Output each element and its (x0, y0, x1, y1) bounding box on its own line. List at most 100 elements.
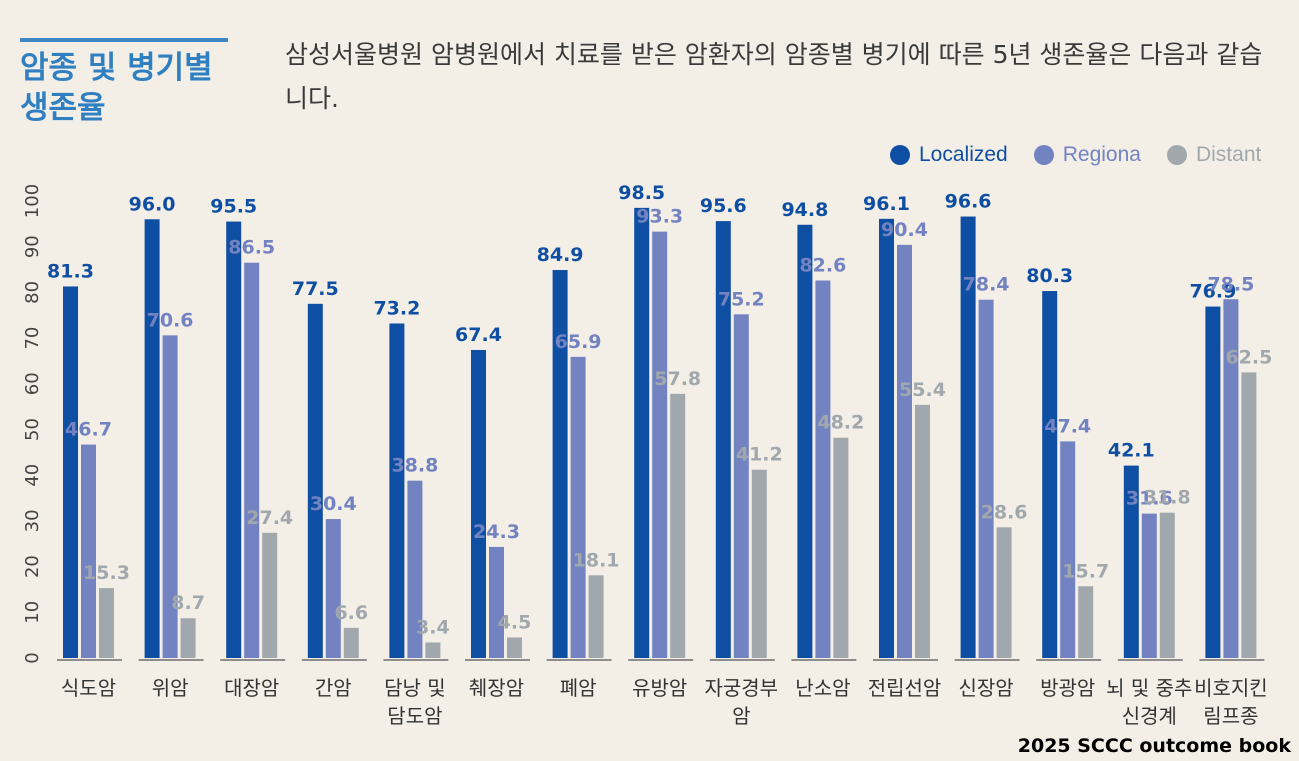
bar-distant (1078, 586, 1094, 658)
bar-distant (425, 642, 441, 658)
bar-localized (634, 207, 650, 659)
bar-regional (815, 280, 831, 658)
value-label-localized: 76.9 (1189, 281, 1236, 303)
legend-label-localized: Localized (919, 143, 1008, 166)
bar-distant (588, 575, 604, 658)
bar-localized (1123, 465, 1139, 658)
source-label: 2025 SCCC outcome book (1017, 735, 1291, 757)
bar-regional (407, 480, 423, 658)
bar-localized (471, 349, 486, 658)
bar-distant (180, 618, 196, 658)
value-label-localized: 96.6 (945, 191, 992, 213)
value-label-localized: 98.5 (618, 182, 665, 204)
category-label: 위암 (152, 676, 189, 700)
y-tick-label: 0 (22, 652, 43, 663)
bar-regional (489, 546, 504, 658)
y-tick-label: 90 (22, 235, 43, 258)
bar-regional (1060, 441, 1076, 658)
y-tick-label: 100 (22, 184, 43, 218)
legend-swatch-localized (890, 145, 910, 165)
bar-regional (244, 262, 260, 658)
category-label: 췌장암 (469, 676, 524, 700)
category-label: 방광암 (1040, 676, 1095, 700)
y-tick-label: 40 (22, 464, 43, 487)
legend-item-localized: Localized (890, 143, 1008, 167)
category-label: 뇌 및 중추 (1106, 676, 1192, 700)
value-label-localized: 77.5 (292, 278, 339, 300)
legend-item-distant: Distant (1166, 143, 1262, 167)
bar-distant (262, 532, 278, 658)
value-label-localized: 80.3 (1026, 265, 1073, 287)
legend-item-regional: Regiona (1033, 143, 1141, 167)
bar-localized (552, 270, 568, 658)
bar-distant (915, 404, 930, 658)
value-label-localized: 84.9 (537, 244, 584, 266)
y-tick-label: 50 (22, 418, 43, 441)
category-label: 전립선암 (868, 676, 942, 700)
value-label-distant: 6.6 (334, 602, 368, 624)
bar-distant (1159, 512, 1175, 658)
category-label: 자궁경부 (704, 676, 778, 700)
bar-distant (99, 588, 114, 658)
category-label: 신장암 (958, 676, 1013, 700)
value-label-regional: 46.7 (65, 419, 112, 441)
y-tick-label: 20 (22, 555, 43, 578)
legend-swatch-regional (1033, 145, 1054, 165)
category-label: 신경계 (1122, 704, 1177, 728)
category-label: 폐암 (560, 676, 597, 700)
bar-localized (389, 323, 405, 658)
category-label: 림프종 (1203, 704, 1258, 728)
legend-label-distant: Distant (1195, 143, 1262, 166)
value-label-distant: 15.3 (83, 562, 130, 584)
chart-title: 암종 및 병기별 생존율 (20, 50, 213, 126)
bar-regional (325, 519, 341, 658)
value-label-localized: 96.0 (129, 193, 176, 215)
bar-distant (996, 527, 1012, 658)
bar-distant (833, 437, 849, 658)
bar-localized (144, 219, 160, 658)
value-label-regional: 47.4 (1044, 415, 1091, 437)
value-label-regional: 86.5 (228, 237, 275, 259)
category-label: 간암 (315, 676, 352, 700)
bar-localized (63, 286, 78, 658)
bar-distant (343, 627, 359, 658)
y-tick-label: 60 (22, 372, 43, 395)
value-label-distant: 28.6 (981, 501, 1028, 523)
bar-localized (226, 221, 242, 658)
bar-distant (1241, 372, 1257, 658)
value-label-localized: 94.8 (781, 199, 828, 221)
value-label-distant: 57.8 (654, 368, 701, 390)
legend-label-regional: Regiona (1062, 143, 1141, 166)
bar-regional (1223, 299, 1239, 658)
value-label-regional: 31.6 (1126, 488, 1173, 510)
value-label-distant: 41.2 (736, 444, 783, 466)
value-label-localized: 67.4 (455, 324, 502, 346)
value-label-regional: 30.4 (310, 493, 357, 515)
bar-regional (733, 314, 749, 658)
chart-description: 삼성서울병원 암병원에서 치료를 받은 암환자의 암종별 병기에 따른 5년 생… (285, 40, 1263, 113)
value-label-distant: 55.4 (899, 379, 946, 401)
bar-regional (978, 299, 994, 658)
value-label-localized: 42.1 (1108, 440, 1155, 462)
category-label: 비호지킨 (1194, 676, 1268, 700)
bar-regional (162, 335, 178, 658)
y-tick-label: 80 (22, 281, 43, 304)
legend-swatch-distant (1166, 145, 1187, 165)
y-tick-label: 70 (22, 327, 43, 350)
value-label-distant: 4.5 (498, 611, 532, 633)
value-label-regional: 65.9 (555, 331, 602, 353)
bar-distant (751, 469, 767, 658)
value-label-regional: 78.4 (963, 274, 1010, 296)
category-label: 담도암 (387, 704, 442, 728)
value-label-localized: 95.5 (210, 196, 257, 218)
value-label-distant: 8.7 (171, 592, 205, 614)
bar-regional (652, 231, 668, 658)
bar-localized (307, 303, 323, 658)
bar-distant (507, 637, 522, 658)
category-label: 유방암 (632, 676, 687, 700)
value-label-distant: 15.7 (1062, 560, 1109, 582)
value-label-regional: 93.3 (636, 206, 683, 228)
bar-distant (670, 393, 686, 658)
value-label-distant: 27.4 (246, 507, 293, 529)
title-rule (20, 38, 228, 42)
